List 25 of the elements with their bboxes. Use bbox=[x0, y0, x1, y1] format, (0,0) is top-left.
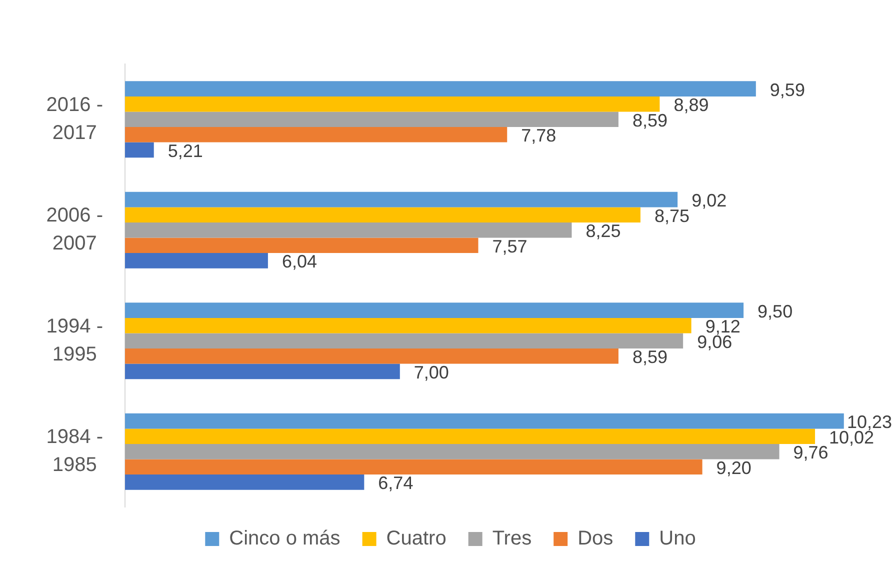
y-tick-label: 1984 - 1985 bbox=[46, 426, 104, 476]
data-label: 5,21 bbox=[168, 140, 203, 161]
data-label: 6,04 bbox=[282, 252, 317, 272]
data-label: 7,57 bbox=[492, 236, 528, 256]
legend-label: Uno bbox=[659, 528, 696, 550]
data-label: 8,75 bbox=[654, 206, 690, 226]
data-label: 9,76 bbox=[793, 442, 828, 463]
legend-label: Cuatro bbox=[386, 528, 446, 550]
data-label: 9,50 bbox=[758, 301, 793, 322]
data-label: 9,02 bbox=[692, 190, 727, 211]
legend-label: Tres bbox=[492, 528, 532, 550]
legend-label: Cinco o más bbox=[229, 528, 340, 550]
legend-label: Dos bbox=[578, 528, 614, 550]
y-tick-label: 1994 - 1995 bbox=[46, 315, 104, 366]
data-label: 7,00 bbox=[414, 362, 449, 382]
data-label: 8,25 bbox=[586, 221, 621, 242]
data-label: 8,59 bbox=[632, 347, 668, 368]
data-label: 7,78 bbox=[521, 126, 556, 146]
data-label: 8,89 bbox=[674, 95, 709, 116]
y-tick-label: 2006 - 2007 bbox=[46, 204, 104, 255]
data-label: 9,20 bbox=[716, 458, 752, 478]
y-tick-label: 2016 - 2017 bbox=[46, 94, 104, 144]
data-label: 6,74 bbox=[378, 473, 414, 494]
data-label: 8,59 bbox=[632, 110, 668, 130]
data-label: 9,59 bbox=[770, 80, 805, 100]
